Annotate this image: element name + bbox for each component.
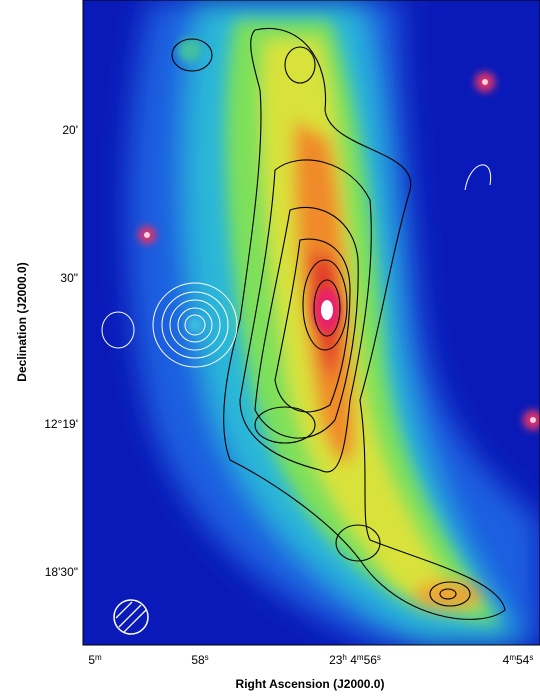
x-axis: 5m 58s 23h 4m56s 4m54s xyxy=(88,653,533,668)
contours xyxy=(171,28,506,620)
x-axis-label: Right Ascension (J2000.0) xyxy=(236,677,385,691)
tick-label: 12°19' xyxy=(44,417,78,431)
tick-label-part: s xyxy=(529,653,533,662)
tick-label-part: s xyxy=(205,653,209,662)
tick-label-part: m xyxy=(357,653,364,662)
white-contours xyxy=(101,164,492,635)
y-axis-label: Declination (J2000.0) xyxy=(15,262,29,381)
y-axis: 20' 30" 12°19' 18'30" xyxy=(44,123,78,579)
tick-label-part: 12°19' xyxy=(44,417,78,431)
tick-label: 20' xyxy=(62,123,78,137)
sky-image xyxy=(83,0,540,645)
tick-label-part: m xyxy=(509,653,516,662)
tick-label: 58s xyxy=(191,653,208,668)
tick-label-part: s xyxy=(377,653,381,662)
tick-label-part: 5 xyxy=(88,653,95,667)
tick-label-part: m xyxy=(95,653,102,662)
tick-label-part: h xyxy=(342,653,346,662)
tick-label-part: 4 xyxy=(503,653,510,667)
tick-label-part: 4 xyxy=(347,653,357,667)
tick-label: 18'30" xyxy=(45,565,78,579)
tick-label-part: 30" xyxy=(60,271,78,285)
tick-label-part: 18'30" xyxy=(45,565,78,579)
tick-label: 5m xyxy=(88,653,102,668)
tick-label: 23h 4m56s xyxy=(329,653,381,668)
tick-label-part: 54 xyxy=(516,653,530,667)
tick-label: 30" xyxy=(60,271,78,285)
tick-label-part: 23 xyxy=(329,653,343,667)
tick-label-part: 56 xyxy=(364,653,378,667)
tick-label: 4m54s xyxy=(503,653,534,668)
plot-frame xyxy=(82,0,540,646)
tick-label-part: 20' xyxy=(62,123,78,137)
tick-label-part: 58 xyxy=(191,653,205,667)
